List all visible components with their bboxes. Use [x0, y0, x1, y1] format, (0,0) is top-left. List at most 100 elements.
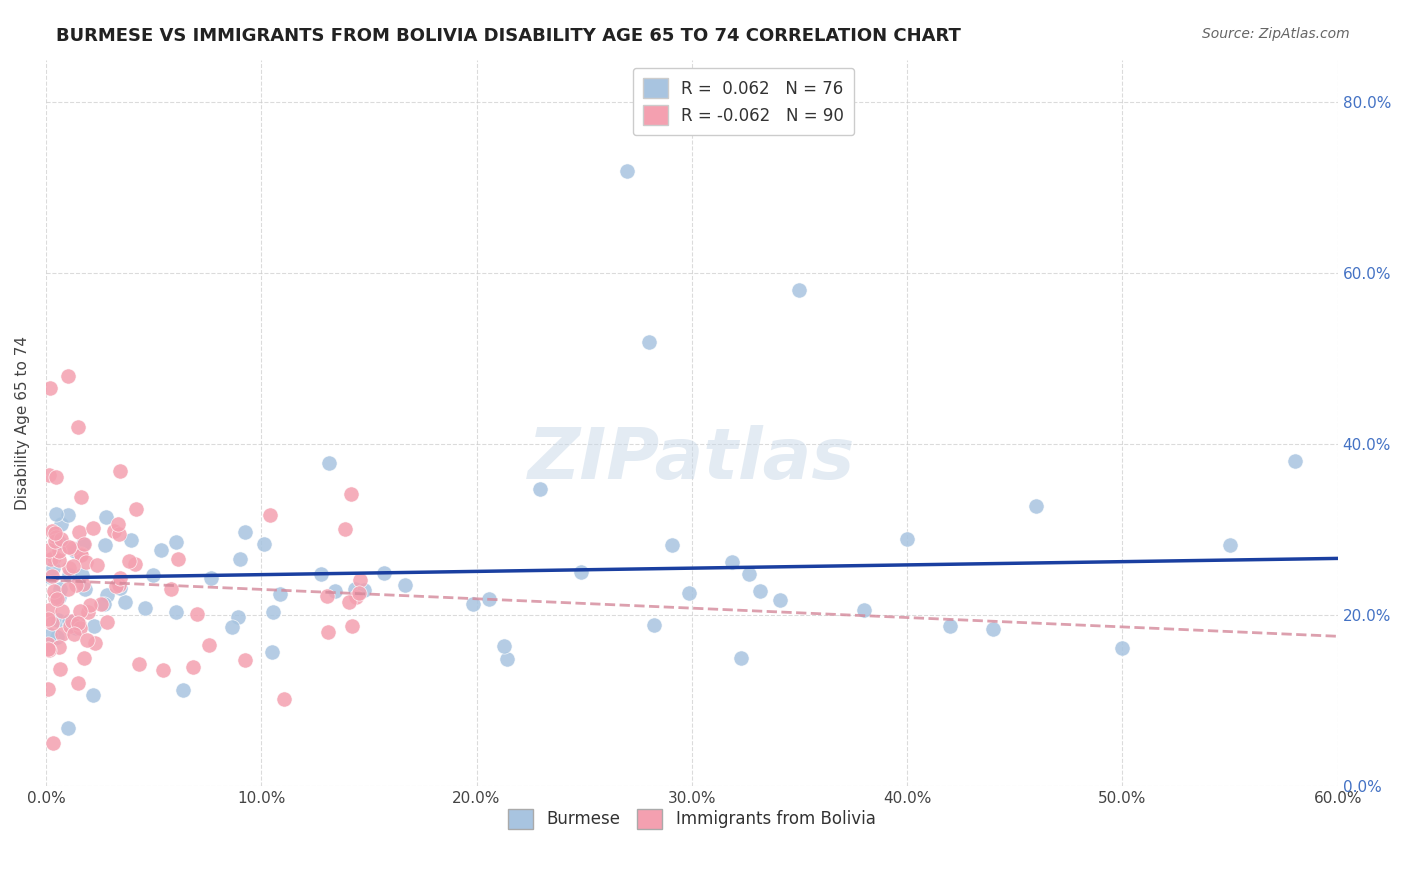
Point — [44, 584, 66, 599]
Point — [83, 636, 105, 650]
Point — [56, 582, 79, 597]
Point — [172, 683, 194, 698]
Point — [65, 577, 87, 591]
Point — [67, 675, 90, 690]
Point — [124, 557, 146, 571]
Point — [769, 592, 792, 607]
Point — [48, 552, 70, 566]
Point — [38, 570, 60, 584]
Point — [45, 630, 67, 644]
Point — [495, 652, 517, 666]
Point — [749, 583, 772, 598]
Point — [318, 456, 340, 470]
Point — [48, 543, 70, 558]
Point — [150, 543, 173, 558]
Point — [38, 543, 60, 558]
Point — [49, 532, 72, 546]
Point — [72, 577, 94, 591]
Point — [789, 283, 811, 297]
Point — [529, 483, 551, 497]
Legend: Burmese, Immigrants from Bolivia: Burmese, Immigrants from Bolivia — [502, 802, 882, 836]
Point — [44, 549, 66, 564]
Point — [39, 552, 62, 566]
Point — [114, 595, 136, 609]
Point — [83, 619, 105, 633]
Point — [981, 623, 1004, 637]
Point — [45, 591, 67, 606]
Point — [110, 581, 132, 595]
Point — [76, 605, 98, 619]
Point — [45, 530, 67, 544]
Point — [44, 534, 66, 549]
Point — [75, 582, 97, 596]
Point — [233, 653, 256, 667]
Point — [58, 614, 80, 628]
Point — [1219, 538, 1241, 552]
Point — [1111, 641, 1133, 656]
Point — [221, 620, 243, 634]
Point — [571, 565, 593, 579]
Point — [678, 586, 700, 600]
Point — [51, 627, 73, 641]
Point — [939, 619, 962, 633]
Point — [59, 619, 82, 633]
Point — [233, 525, 256, 540]
Point — [134, 600, 156, 615]
Point — [316, 625, 339, 640]
Point — [48, 591, 70, 605]
Point — [853, 603, 876, 617]
Point — [616, 163, 638, 178]
Y-axis label: Disability Age 65 to 74: Disability Age 65 to 74 — [15, 335, 30, 509]
Point — [262, 645, 284, 659]
Point — [41, 560, 63, 574]
Point — [86, 558, 108, 573]
Point — [103, 524, 125, 538]
Point — [65, 621, 87, 635]
Point — [229, 552, 252, 566]
Point — [340, 486, 363, 500]
Point — [56, 368, 79, 383]
Point — [373, 566, 395, 580]
Point — [67, 616, 90, 631]
Point — [44, 525, 66, 540]
Point — [62, 558, 84, 573]
Point — [58, 721, 80, 735]
Point — [110, 464, 132, 478]
Point — [58, 568, 80, 582]
Point — [152, 663, 174, 677]
Point — [478, 591, 501, 606]
Point — [253, 536, 276, 550]
Point — [96, 615, 118, 630]
Point — [76, 633, 98, 648]
Point — [38, 381, 60, 395]
Point — [896, 533, 918, 547]
Point — [96, 588, 118, 602]
Point — [45, 470, 67, 484]
Point — [661, 538, 683, 552]
Point — [342, 618, 364, 632]
Point — [730, 650, 752, 665]
Point — [394, 578, 416, 592]
Point — [67, 524, 90, 539]
Point — [309, 567, 332, 582]
Point — [67, 420, 90, 434]
Point — [107, 517, 129, 532]
Point — [165, 605, 187, 619]
Point — [738, 566, 761, 581]
Point — [186, 607, 208, 621]
Point — [45, 507, 67, 521]
Point — [38, 603, 60, 617]
Point — [125, 502, 148, 516]
Point — [226, 609, 249, 624]
Point — [120, 533, 142, 547]
Point — [69, 490, 91, 504]
Point — [90, 598, 112, 612]
Point — [58, 508, 80, 522]
Point — [1284, 454, 1306, 468]
Point — [69, 547, 91, 561]
Point — [637, 334, 659, 349]
Point — [58, 561, 80, 575]
Point — [316, 589, 339, 603]
Point — [37, 642, 59, 657]
Point — [44, 591, 66, 605]
